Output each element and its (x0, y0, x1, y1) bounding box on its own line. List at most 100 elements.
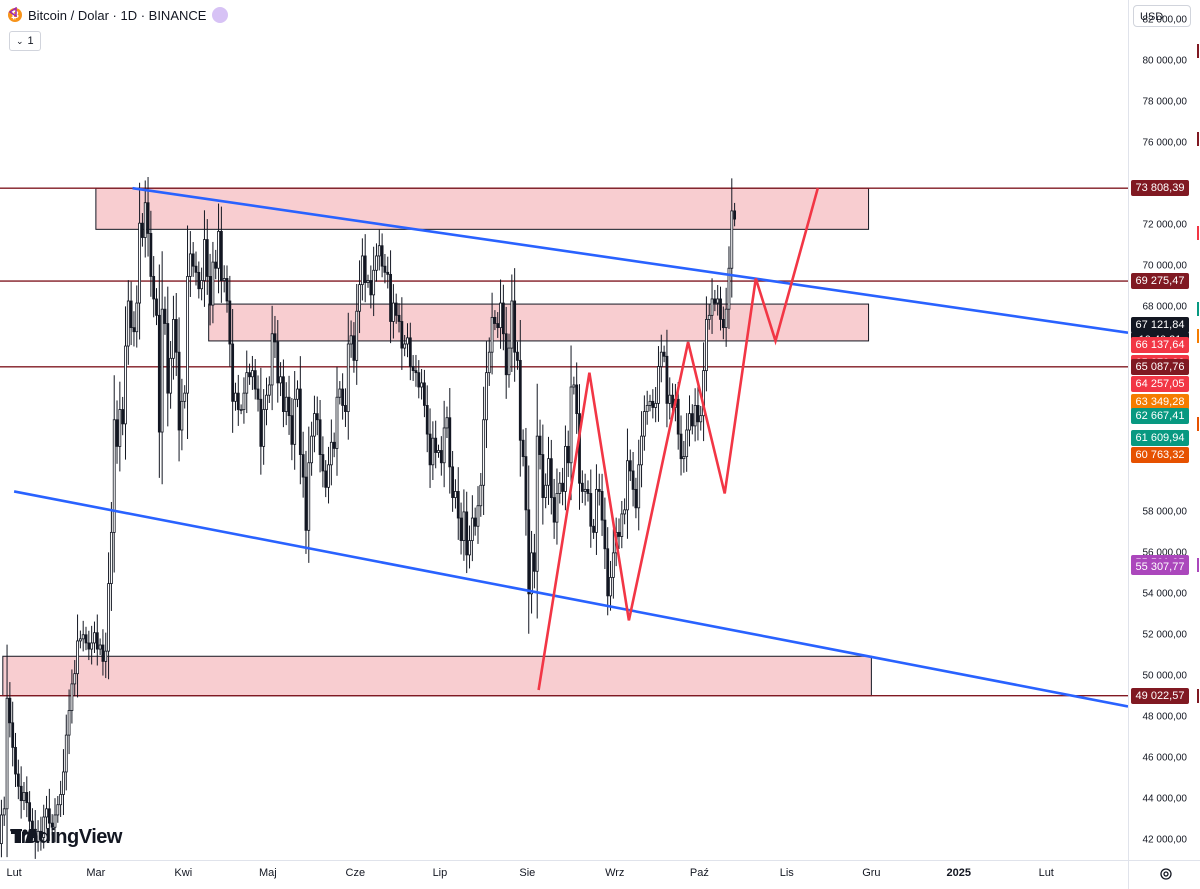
candle-body-217 (611, 552, 615, 578)
candle-body-231 (651, 400, 655, 408)
candle-body-50 (141, 222, 144, 238)
candle-body-182 (513, 300, 517, 353)
x-tick-label: Gru (862, 867, 881, 879)
x-tick-label: Lut (6, 867, 22, 879)
candle-body-207 (583, 488, 587, 492)
candle-body-114 (321, 454, 325, 472)
x-tick-label: Lis (779, 867, 794, 879)
candle-body-148 (417, 372, 421, 388)
price-label: 49 022,57 (1131, 687, 1189, 704)
candle-body-18 (50, 822, 54, 828)
candle-body-196 (552, 497, 556, 523)
candle-body-260 (733, 210, 737, 220)
candle-body-17 (47, 808, 51, 824)
candle-body-121 (341, 388, 345, 406)
candle-body-146 (411, 366, 415, 372)
axis-marker (1197, 416, 1199, 431)
candle-body-174 (490, 316, 494, 353)
candle-body-159 (448, 417, 452, 468)
candle-body-96 (270, 333, 274, 386)
axis-settings-corner[interactable] (1128, 860, 1200, 889)
candle-body-41 (115, 419, 119, 447)
candle-body-89 (250, 370, 254, 378)
candle-body-178 (501, 302, 505, 335)
y-tick-label: 50 000,00 (1142, 670, 1188, 682)
candle-body-210 (592, 525, 596, 533)
candle-body-0 (0, 814, 3, 845)
candle-body-167 (470, 517, 474, 541)
settings-icon[interactable] (1159, 867, 1173, 881)
candle-body-78 (219, 230, 223, 281)
symbol-shape-icon[interactable] (8, 7, 229, 23)
axis-marker (1197, 226, 1199, 241)
candle-body-70 (197, 271, 201, 290)
candle-body-129 (363, 255, 367, 283)
chart-plot-area[interactable]: ₿ Bitcoin / Dolar · 1D · BINANCE ⌄ 1 Tra… (0, 0, 1128, 860)
candle-body-65 (183, 392, 187, 402)
candle-body-166 (468, 540, 471, 556)
price-label: 62 667,41 (1131, 408, 1189, 425)
y-tick-label: 56 000,00 (1142, 547, 1188, 559)
price-label: 73 808,39 (1131, 180, 1189, 197)
currency-select[interactable]: USD (1133, 5, 1191, 27)
price-label: 63 349,28 (1131, 394, 1189, 411)
candle-body-191 (538, 435, 542, 455)
candle-body-176 (496, 323, 500, 329)
candle-body-62 (174, 319, 178, 353)
candle-body-43 (121, 409, 125, 425)
candle-body-88 (248, 372, 251, 378)
candle-body-123 (346, 343, 350, 412)
candle-body-181 (510, 300, 514, 349)
axis-marker (1197, 132, 1199, 147)
candle-body-200 (564, 445, 567, 492)
time-axis[interactable]: Lut Mar Kwi Maj Cze Lip Sie Wrz Paź Lis Gru 2025 Lut (0, 860, 1128, 889)
candle-body-155 (437, 450, 440, 453)
candle-body-49 (138, 222, 141, 304)
candle-body-55 (155, 298, 158, 316)
candle-body-116 (327, 464, 330, 488)
candle-body-179 (504, 333, 508, 376)
candle-body-24 (67, 710, 71, 736)
x-tick-label: Maj (259, 867, 277, 879)
indicators-collapse-button[interactable]: ⌄ 1 (9, 31, 41, 51)
price-label: 55 307,77 (1131, 559, 1189, 576)
candle-body-168 (473, 517, 477, 527)
y-tick-label: 48 000,00 (1142, 711, 1188, 723)
candle-body-139 (391, 302, 395, 322)
candle-body-130 (366, 280, 370, 283)
candle-body-120 (338, 388, 342, 398)
candle-body-252 (710, 298, 714, 316)
candle-body-37 (104, 650, 108, 662)
candle-body-5 (14, 746, 17, 775)
candle-body-92 (259, 398, 263, 447)
candle-body-251 (707, 314, 711, 320)
candle-body-111 (313, 413, 316, 437)
candle-body-127 (358, 284, 361, 312)
price-label: 67 121,84 (1131, 317, 1189, 334)
candle-body-158 (445, 417, 449, 429)
candle-body-113 (318, 419, 322, 455)
y-tick-label: 70 000,00 (1142, 260, 1188, 272)
candle-body-201 (566, 445, 570, 464)
candle-body-145 (408, 337, 412, 367)
candle-body-198 (558, 482, 562, 494)
candle-body-240 (676, 398, 680, 435)
candle-body-160 (451, 466, 455, 498)
candle-body-169 (476, 505, 480, 527)
candle-body-58 (163, 308, 167, 324)
candle-body-209 (589, 493, 593, 527)
collapse-count: 1 (27, 35, 34, 47)
candle-body-73 (205, 239, 209, 277)
candle-body-220 (620, 513, 624, 537)
price-label: 65 087,76 (1131, 358, 1189, 375)
symbol-legend[interactable]: ₿ Bitcoin / Dolar · 1D · BINANCE (8, 7, 229, 23)
candle-body-149 (420, 382, 423, 388)
candle-body-84 (236, 392, 240, 410)
candle-body-221 (623, 509, 627, 515)
price-axis[interactable]: USD 82 000,00 80 000,00 78 000,00 76 000,00… (1128, 0, 1200, 860)
candle-body-243 (685, 429, 689, 458)
price-chart[interactable] (0, 0, 1128, 860)
candle-body-165 (465, 511, 469, 556)
x-tick-label: Wrz (605, 867, 625, 879)
candle-body-232 (654, 402, 658, 408)
